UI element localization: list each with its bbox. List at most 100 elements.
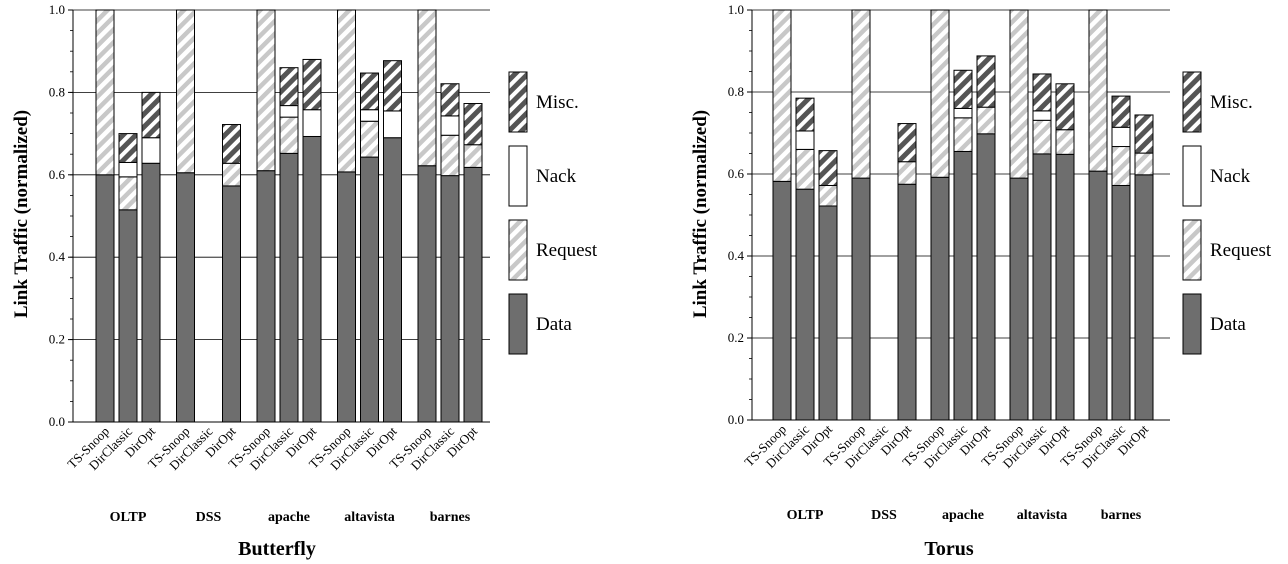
legend: Misc. Nack Request Data (1182, 71, 1272, 355)
bar-segment-data (337, 171, 356, 423)
bar-segment-request (851, 9, 871, 179)
bar-segment-misc (897, 123, 917, 163)
y-tick-label: 0.6 (728, 166, 745, 181)
bar-segment-nack (360, 109, 379, 122)
bar-segment-data (360, 156, 379, 423)
group-label: DSS (871, 508, 897, 523)
chart-butterfly: Link Traffic (normalized) 0.0 0.2 0.4 0.6 0.… (11, 2, 598, 560)
bar-DSS-TS-Snoop (176, 9, 195, 423)
legend-label: Request (1210, 240, 1272, 261)
legend-label: Data (1210, 314, 1246, 335)
bar-segment-misc (818, 150, 838, 186)
y-tick-label: 0.4 (49, 249, 66, 264)
bar-segment-request (463, 144, 483, 168)
bar-segment-data (1032, 153, 1052, 421)
bar-segment-data (440, 175, 460, 423)
bar-segment-data (176, 172, 195, 423)
bar-segment-request (795, 148, 815, 190)
legend-label: Misc. (1210, 92, 1253, 113)
bar-segment-data (118, 209, 138, 423)
bar-segment-nack (302, 109, 322, 137)
bar-segment-request (1032, 119, 1052, 155)
bar-segment-request (976, 106, 996, 135)
bar-segment-nack (118, 161, 138, 178)
group-label: apache (268, 510, 310, 525)
bar-DSS-TS-Snoop (851, 9, 871, 421)
plot-area: 0.00.20.40.60.81.0TS-SnoopDirClassicDirO… (49, 2, 490, 525)
bar-DSS-DirOpt (897, 123, 917, 421)
bar-segment-request (279, 116, 299, 154)
bar-barnes-DirOpt (1134, 114, 1154, 421)
legend-label: Request (536, 240, 598, 261)
bar-segment-misc (463, 103, 483, 146)
y-tick-label: 0.0 (728, 412, 744, 427)
bar-altavista-DirClassic (1032, 73, 1052, 421)
bar-segment-request (1009, 9, 1029, 179)
bar-segment-request (95, 9, 115, 176)
y-tick-label: 0.8 (49, 84, 65, 99)
bar-segment-nack (141, 137, 161, 164)
bar-segment-data (302, 135, 322, 423)
bar-segment-data (383, 137, 402, 423)
bar-OLTP-TS-Snoop (95, 9, 115, 423)
chart-title: Butterfly (238, 538, 316, 560)
legend-swatch (508, 71, 528, 133)
bar-segment-data (772, 180, 792, 421)
bar-segment-request (222, 162, 241, 187)
legend-label: Nack (1210, 166, 1251, 187)
bar-barnes-DirClassic (1111, 95, 1131, 421)
legend-swatch (1182, 145, 1202, 207)
bar-DSS-DirOpt (222, 124, 241, 423)
bar-segment-data (222, 185, 241, 423)
bar-barnes-TS-Snoop (1088, 9, 1108, 421)
bar-barnes-DirOpt (463, 103, 483, 423)
y-tick-label: 0.6 (49, 167, 66, 182)
bar-altavista-TS-Snoop (1009, 9, 1029, 421)
group-label: altavista (1017, 508, 1068, 523)
y-axis-label: Link Traffic (normalized) (690, 110, 711, 318)
y-tick-label: 0.2 (49, 332, 65, 347)
bar-segment-request (176, 9, 195, 174)
legend-label: Nack (536, 166, 577, 187)
legend-label: Misc. (536, 92, 579, 113)
bar-segment-misc (1134, 114, 1154, 154)
bar-apache-DirClassic (953, 69, 973, 421)
bar-segment-request (953, 117, 973, 152)
legend-swatch (1182, 293, 1202, 355)
bar-segment-data (463, 166, 483, 423)
bar-segment-data (1111, 184, 1131, 421)
bar-segment-request (818, 184, 838, 207)
bar-segment-request (930, 9, 950, 178)
bar-apache-DirOpt (302, 58, 322, 423)
bar-segment-misc (118, 133, 138, 163)
plot-area: 0.00.20.40.60.81.0TS-SnoopDirClassicDirO… (728, 2, 1170, 523)
bar-segment-misc (976, 55, 996, 108)
bar-segment-request (440, 134, 460, 177)
bar-segment-request (360, 120, 379, 158)
group-label: barnes (430, 510, 471, 525)
bar-segment-request (1055, 129, 1075, 155)
group-label: OLTP (110, 510, 147, 525)
group-label: OLTP (787, 508, 824, 523)
bar-segment-request (1088, 9, 1108, 172)
bar-segment-request (897, 161, 917, 185)
bar-segment-nack (279, 105, 299, 118)
y-tick-label: 0.4 (728, 248, 745, 263)
legend-swatch (508, 293, 528, 355)
y-tick-label: 1.0 (728, 2, 744, 17)
bar-OLTP-DirOpt (818, 150, 838, 421)
bar-segment-nack (1032, 110, 1052, 121)
bar-segment-misc (222, 124, 241, 164)
bar-segment-data (279, 152, 299, 423)
y-tick-label: 0.0 (49, 414, 65, 429)
bar-segment-data (417, 165, 437, 423)
group-label: apache (942, 508, 984, 523)
bar-segment-request (772, 9, 792, 182)
chart-title: Torus (924, 538, 974, 560)
bar-OLTP-TS-Snoop (772, 9, 792, 421)
bar-apache-TS-Snoop (930, 9, 950, 421)
legend: Misc. Nack Request Data (508, 71, 598, 355)
bar-apache-DirOpt (976, 55, 996, 421)
group-label: DSS (196, 510, 222, 525)
bar-segment-misc (141, 91, 161, 139)
